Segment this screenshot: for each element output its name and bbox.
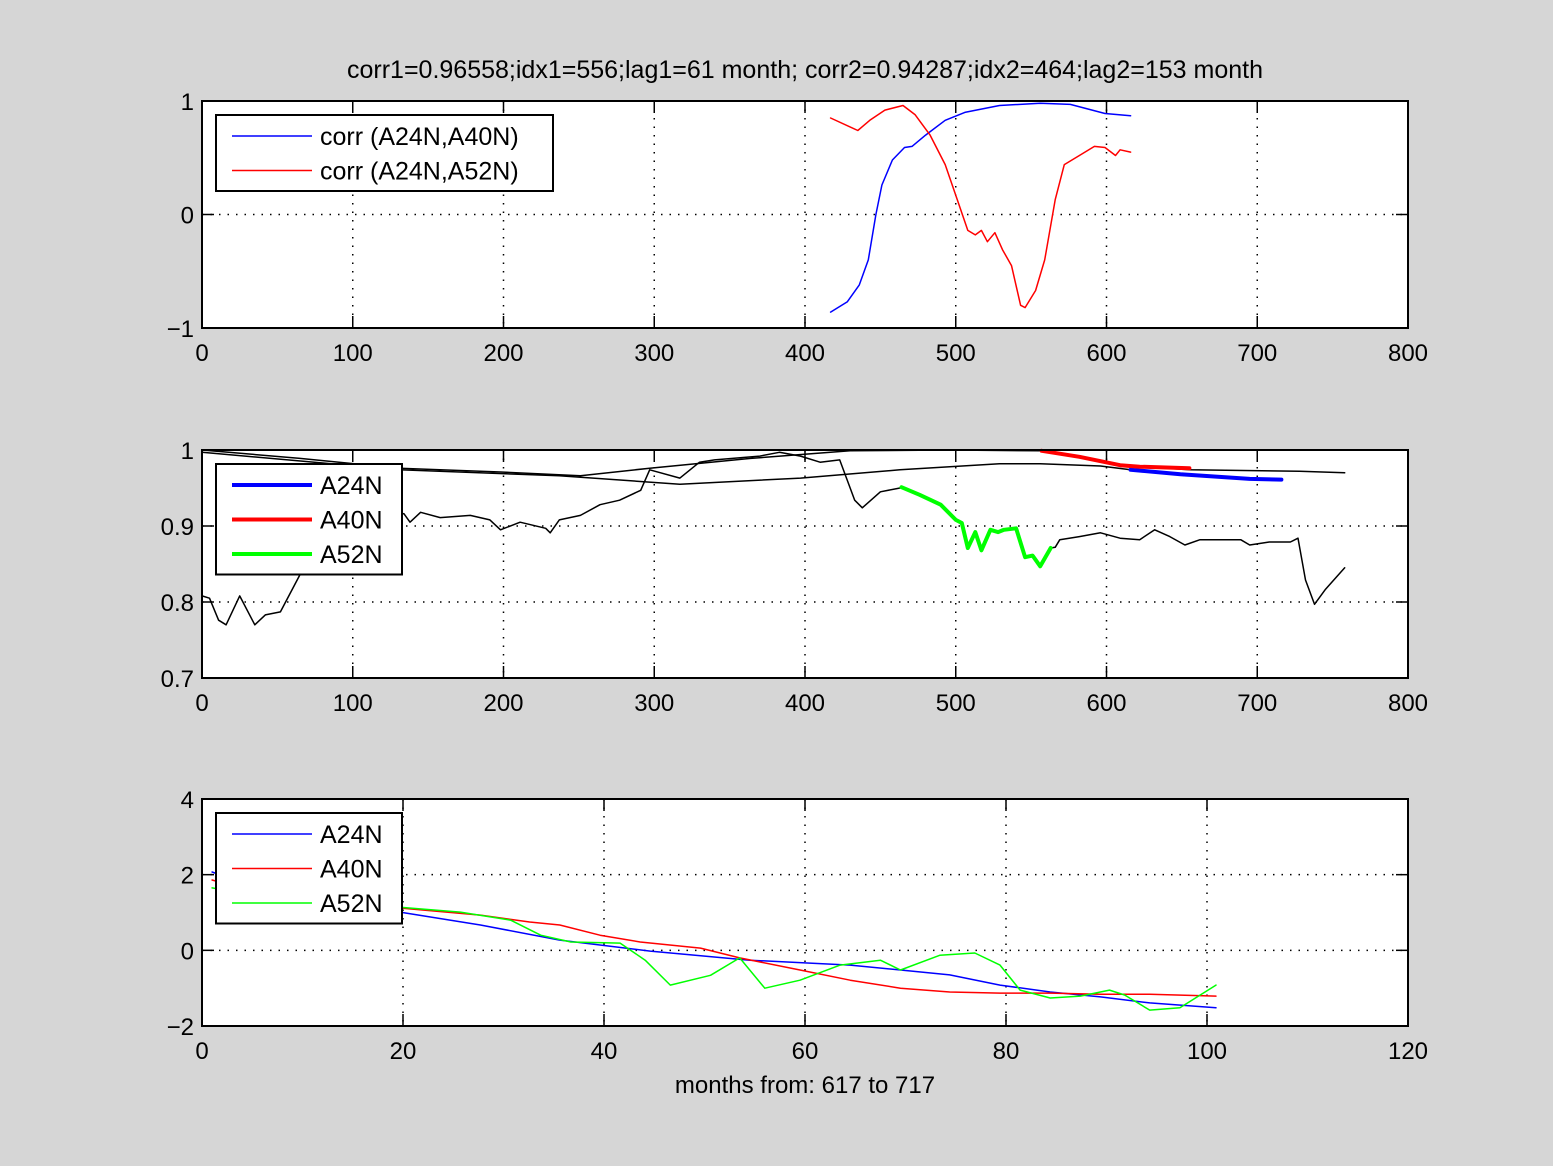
x-tick-label: 700 <box>1237 340 1277 367</box>
legend-label: A52N <box>320 541 383 569</box>
x-tick-label: 0 <box>195 690 208 717</box>
y-tick-label: 4 <box>181 787 194 814</box>
legend-label: A24N <box>320 821 383 849</box>
x-tick-label: 40 <box>591 1038 618 1065</box>
x-tick-label: 800 <box>1388 690 1428 717</box>
series-line-a52n <box>211 887 1217 1011</box>
series-line-corr-a24n-a52n <box>829 104 1132 309</box>
x-tick-label: 120 <box>1388 1038 1428 1065</box>
y-tick-label: 0 <box>181 938 194 965</box>
x-tick-label: 100 <box>333 340 373 367</box>
y-tick-label: 0.9 <box>161 514 194 541</box>
series-line-a52n <box>899 485 1053 569</box>
axes-box <box>201 798 1409 1027</box>
y-tick-label: 0.8 <box>161 590 194 617</box>
x-tick-label: 300 <box>634 690 674 717</box>
legend-label: A52N <box>320 890 383 918</box>
x-tick-label: 0 <box>195 1038 208 1065</box>
y-tick-label: 1 <box>181 89 194 116</box>
chart-title: corr1=0.96558;idx1=556;lag1=61 month; co… <box>347 56 1263 84</box>
series-line-a24n <box>1128 467 1284 482</box>
x-tick-label: 500 <box>936 690 976 717</box>
x-tick-label: 600 <box>1086 690 1126 717</box>
series-line-black-1 <box>201 451 1132 485</box>
x-tick-label: 300 <box>634 340 674 367</box>
y-tick-label: 1 <box>181 438 194 465</box>
y-tick-label: 0.7 <box>161 666 194 693</box>
y-tick-label: −2 <box>167 1014 194 1041</box>
series-line-black-3 <box>1049 529 1346 606</box>
legend-label: A40N <box>320 507 383 535</box>
x-tick-label: 800 <box>1388 340 1428 367</box>
legend-label: corr (A24N,A52N) <box>320 158 519 186</box>
series-line-a40n <box>1039 448 1192 471</box>
legend: corr (A24N,A40N) corr (A24N,A52N) <box>215 114 554 192</box>
x-tick-label: 20 <box>390 1038 417 1065</box>
legend: A24N A40N A52N <box>215 812 403 925</box>
series-line-black-2 <box>201 451 901 626</box>
x-tick-label: 400 <box>785 690 825 717</box>
x-tick-label: 200 <box>483 690 523 717</box>
legend-label: A24N <box>320 472 383 500</box>
legend-label: corr (A24N,A40N) <box>320 123 519 151</box>
legend: A24N A40N A52N <box>215 463 403 576</box>
series-line-corr-a24n-a40n <box>829 102 1132 313</box>
x-tick-label: 700 <box>1237 690 1277 717</box>
x-tick-label: 100 <box>333 690 373 717</box>
x-tick-label: 0 <box>195 340 208 367</box>
y-tick-label: 0 <box>181 203 194 230</box>
y-tick-label: −1 <box>167 316 194 343</box>
x-tick-label: 400 <box>785 340 825 367</box>
x-tick-label: 80 <box>993 1038 1020 1065</box>
axes-box <box>201 449 1409 679</box>
x-tick-label: 60 <box>792 1038 819 1065</box>
subplot-2: 0 100 200 300 400 500 600 700 8000.70.80.91A24NA… <box>161 438 1428 717</box>
x-tick-label: 100 <box>1187 1038 1227 1065</box>
legend-box <box>215 114 554 192</box>
x-tick-label: 200 <box>483 340 523 367</box>
x-axis-label: months from: 617 to 717 <box>675 1072 935 1099</box>
axes-box <box>201 100 1409 329</box>
x-tick-label: 500 <box>936 340 976 367</box>
x-tick-label: 600 <box>1086 340 1126 367</box>
y-tick-label: 2 <box>181 863 194 890</box>
legend-label: A40N <box>320 856 383 884</box>
